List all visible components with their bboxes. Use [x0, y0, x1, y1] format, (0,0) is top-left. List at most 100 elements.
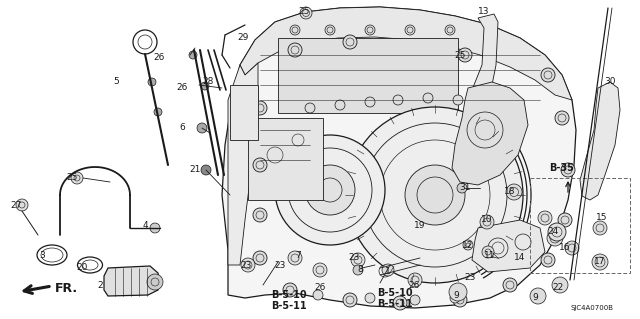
Text: 22: 22 — [552, 284, 564, 293]
Text: 26: 26 — [314, 284, 326, 293]
Circle shape — [253, 101, 267, 115]
Circle shape — [150, 223, 160, 233]
Circle shape — [592, 254, 608, 270]
Circle shape — [453, 293, 467, 307]
Text: 26: 26 — [176, 84, 188, 93]
Circle shape — [343, 293, 357, 307]
Circle shape — [201, 165, 211, 175]
Circle shape — [253, 208, 267, 222]
Text: 3: 3 — [39, 251, 45, 261]
Circle shape — [393, 95, 403, 105]
Text: 25: 25 — [454, 50, 466, 60]
Bar — [230, 85, 258, 140]
Circle shape — [71, 172, 83, 184]
Circle shape — [555, 111, 569, 125]
Circle shape — [530, 288, 546, 304]
Text: 7: 7 — [295, 251, 301, 261]
Circle shape — [538, 211, 552, 225]
Text: FR.: FR. — [55, 283, 78, 295]
Text: SJC4A0700B: SJC4A0700B — [570, 305, 614, 311]
Circle shape — [503, 278, 517, 292]
Circle shape — [423, 93, 433, 103]
Text: 9: 9 — [453, 292, 459, 300]
Circle shape — [305, 103, 315, 113]
Polygon shape — [452, 82, 528, 185]
Text: 26: 26 — [408, 280, 420, 290]
Text: 29: 29 — [237, 33, 249, 42]
Circle shape — [552, 277, 568, 293]
Circle shape — [482, 246, 494, 258]
Text: 18: 18 — [504, 188, 516, 197]
Text: 21: 21 — [189, 166, 201, 174]
Text: 20: 20 — [76, 263, 88, 271]
Text: 23: 23 — [348, 254, 360, 263]
Circle shape — [313, 263, 327, 277]
Circle shape — [347, 107, 523, 283]
Circle shape — [253, 251, 267, 265]
Circle shape — [365, 97, 375, 107]
Circle shape — [558, 213, 572, 227]
Text: 28: 28 — [202, 78, 214, 86]
Circle shape — [408, 273, 422, 287]
Circle shape — [463, 240, 473, 250]
Circle shape — [283, 283, 297, 297]
Text: 1: 1 — [385, 268, 391, 277]
Text: 31: 31 — [460, 183, 471, 192]
Circle shape — [335, 100, 345, 110]
Circle shape — [485, 25, 495, 35]
Circle shape — [313, 290, 323, 300]
Bar — [530, 178, 630, 273]
Circle shape — [148, 78, 156, 86]
Text: 25: 25 — [298, 8, 310, 17]
Text: 23: 23 — [275, 261, 285, 270]
Circle shape — [353, 265, 363, 275]
Text: 8: 8 — [357, 265, 363, 275]
Circle shape — [485, 103, 495, 113]
Circle shape — [480, 215, 494, 229]
Circle shape — [154, 108, 162, 116]
Polygon shape — [222, 7, 576, 308]
Circle shape — [405, 25, 415, 35]
Circle shape — [365, 293, 375, 303]
Text: B-35: B-35 — [550, 163, 575, 173]
Text: 14: 14 — [515, 254, 525, 263]
Circle shape — [453, 95, 463, 105]
Polygon shape — [472, 220, 545, 272]
Circle shape — [201, 82, 209, 90]
Circle shape — [197, 123, 207, 133]
Text: 9: 9 — [532, 293, 538, 302]
Circle shape — [275, 135, 385, 245]
Text: 23: 23 — [464, 273, 476, 283]
Circle shape — [548, 223, 566, 241]
Text: 5: 5 — [113, 78, 119, 86]
Circle shape — [343, 35, 357, 49]
Circle shape — [593, 221, 607, 235]
Circle shape — [147, 274, 163, 290]
Circle shape — [241, 258, 255, 272]
Circle shape — [458, 48, 472, 62]
Circle shape — [325, 25, 335, 35]
Circle shape — [300, 7, 312, 19]
Text: 23: 23 — [240, 261, 252, 270]
Circle shape — [449, 283, 467, 301]
Circle shape — [561, 163, 575, 177]
Circle shape — [290, 25, 300, 35]
Text: 24: 24 — [547, 227, 559, 236]
Circle shape — [288, 251, 302, 265]
Circle shape — [457, 183, 467, 193]
Circle shape — [541, 253, 555, 267]
Circle shape — [382, 264, 394, 276]
Text: 15: 15 — [596, 213, 608, 222]
Text: 11: 11 — [484, 250, 496, 259]
Text: B-5-10: B-5-10 — [271, 290, 307, 300]
Circle shape — [445, 25, 455, 35]
Circle shape — [351, 253, 365, 267]
Circle shape — [393, 296, 407, 310]
Text: 26: 26 — [154, 54, 164, 63]
Circle shape — [189, 51, 197, 59]
Text: 4: 4 — [142, 221, 148, 231]
Text: 13: 13 — [478, 8, 490, 17]
Text: 25: 25 — [67, 174, 77, 182]
Circle shape — [506, 184, 522, 200]
Circle shape — [541, 68, 555, 82]
